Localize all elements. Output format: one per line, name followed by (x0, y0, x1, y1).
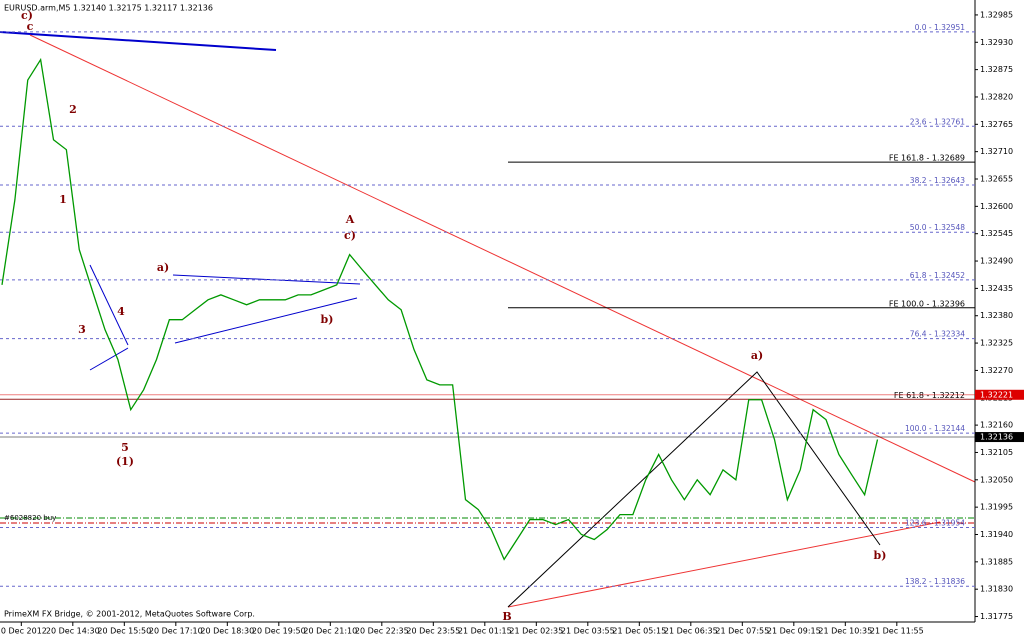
x-tick-label: 21 Dec 07:55 (715, 627, 769, 636)
x-tick-label: 20 Dec 22:35 (355, 627, 409, 636)
order-label: #6028820 buy (4, 514, 56, 522)
wave-label: A (345, 213, 355, 226)
y-tick-label: 1.32105 (980, 448, 1013, 457)
y-tick-label: 1.32380 (980, 311, 1013, 320)
fib-label: 138.2 - 1.31836 (905, 577, 965, 586)
price-tag (975, 389, 1024, 400)
y-tick-label: 1.32435 (980, 284, 1013, 293)
wave-label: B (502, 610, 511, 623)
wave-label: a) (751, 349, 763, 362)
x-tick-label: 21 Dec 05:15 (612, 627, 666, 636)
y-tick-label: 1.31995 (980, 503, 1013, 512)
y-tick-label: 1.32930 (980, 38, 1013, 47)
y-tick-label: 1.32765 (980, 120, 1013, 129)
header: EURUSD.arm,M5 1.32140 1.32175 1.32117 1.… (4, 4, 213, 13)
wave-label: b) (321, 313, 334, 326)
x-tick-label: 20 Dec 2012 (0, 627, 47, 636)
wave-label: 4 (117, 305, 125, 318)
wave-label: c (27, 20, 34, 33)
x-tick-label: 20 Dec 23:55 (406, 627, 460, 636)
y-tick-label: 1.31940 (980, 530, 1013, 539)
price-tag (975, 432, 1024, 443)
wave-label: 2 (69, 103, 77, 116)
y-tick-label: 1.32160 (980, 421, 1013, 430)
wave-label: (1) (116, 455, 134, 468)
fib-label: 123.6 - 1.31954 (905, 519, 965, 528)
wave-label: c) (344, 229, 356, 242)
y-tick-label: 1.32050 (980, 475, 1013, 484)
wave-label: 1 (59, 193, 67, 206)
fib-label: 23.6 - 1.32761 (910, 117, 965, 126)
y-tick-label: 1.32985 (980, 10, 1013, 19)
x-tick-label: 20 Dec 19:50 (252, 627, 306, 636)
x-tick-label: 21 Dec 11:55 (870, 627, 924, 636)
x-tick-label: 20 Dec 21:10 (303, 627, 357, 636)
fe-label: FE 100.0 - 1.32396 (889, 299, 965, 308)
fib-label: 61.8 - 1.32452 (910, 271, 965, 280)
x-tick-label: 20 Dec 17:10 (149, 627, 203, 636)
wave-label: b) (874, 549, 887, 562)
y-tick-label: 1.32325 (980, 339, 1013, 348)
y-tick-label: 1.32710 (980, 147, 1013, 156)
x-tick-label: 21 Dec 03:55 (561, 627, 615, 636)
price-tag-label: 1.32136 (980, 433, 1013, 442)
y-tick-label: 1.32270 (980, 366, 1013, 375)
x-tick-label: 21 Dec 02:35 (509, 627, 563, 636)
x-tick-label: 21 Dec 09:15 (767, 627, 821, 636)
x-tick-label: 20 Dec 18:30 (200, 627, 254, 636)
y-tick-label: 1.31885 (980, 557, 1013, 566)
y-tick-label: 1.32490 (980, 257, 1013, 266)
footer: PrimeXM FX Bridge, © 2001-2012, MetaQuot… (4, 610, 255, 619)
price-line-series (1, 57, 879, 561)
x-tick-label: 21 Dec 10:35 (818, 627, 872, 636)
fib-label: 76.4 - 1.32334 (910, 330, 965, 339)
x-tick-label: 20 Dec 14:30 (46, 627, 100, 636)
wave-label: 5 (121, 441, 129, 454)
fib-label: 0.0 - 1.32951 (915, 23, 966, 32)
y-tick-label: 1.32545 (980, 229, 1013, 238)
fe-label: FE 161.8 - 1.32689 (889, 154, 965, 163)
y-tick-label: 1.32655 (980, 175, 1013, 184)
wave-label: 3 (78, 323, 86, 336)
price-tag-label: 1.32221 (980, 390, 1013, 399)
y-tick-label: 1.32820 (980, 92, 1013, 101)
x-tick-label: 20 Dec 15:50 (97, 627, 151, 636)
x-tick-label: 21 Dec 01:15 (458, 627, 512, 636)
wave-label: c) (21, 9, 33, 22)
fib-label: 100.0 - 1.32144 (905, 424, 965, 433)
y-tick-label: 1.32875 (980, 65, 1013, 74)
y-tick-label: 1.31830 (980, 585, 1013, 594)
wave-label: a) (157, 261, 169, 274)
x-tick-label: 21 Dec 06:35 (664, 627, 718, 636)
fib-label: 38.2 - 1.32643 (910, 176, 965, 185)
y-tick-label: 1.31775 (980, 612, 1013, 621)
fib-label: 50.0 - 1.32548 (910, 223, 965, 232)
y-tick-label: 1.32600 (980, 202, 1013, 211)
